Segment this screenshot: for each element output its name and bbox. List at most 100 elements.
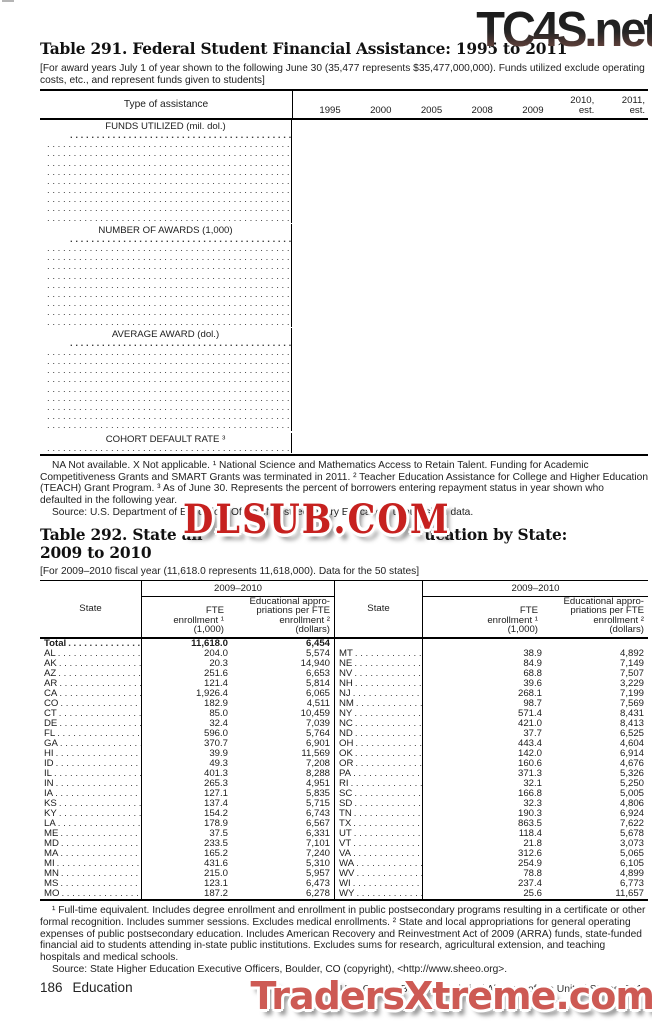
section-header-row: AVERAGE AWARD (dol.) (40, 327, 648, 340)
appropriations-value: 8,431 (619, 708, 644, 720)
dot-leader (352, 829, 422, 839)
table-row (40, 281, 648, 291)
table-row (40, 195, 648, 205)
appropriations-value: 6,901 (305, 738, 330, 750)
table-291-header: Type of assistance 1995 2000 2005 2008 2009 2… (40, 91, 648, 121)
appropriations-value: 5,574 (305, 648, 330, 660)
state-row: AK 20.3 14,940 (40, 659, 334, 670)
dot-leader (353, 739, 422, 749)
table-291: Type of assistance 1995 2000 2005 2008 2009 2… (40, 89, 648, 456)
state-abbr: OK (339, 749, 353, 760)
dot-leader (352, 659, 422, 669)
year-column-header: 2009 (522, 104, 544, 116)
state-abbr: AR (44, 679, 58, 690)
state-abbr: MO (44, 889, 60, 900)
dot-leader (66, 639, 141, 649)
dot-leader (57, 659, 141, 669)
state-abbr: MI (44, 859, 55, 870)
state-row: AR 121.4 5,814 (40, 678, 334, 690)
state-label-cell: MT (335, 649, 423, 660)
chapter-name: Education (72, 980, 133, 995)
state-label-cell: MA (40, 849, 142, 860)
state-row: WA 254.9 6,105 (335, 859, 648, 870)
state-label-cell: RI (335, 779, 423, 790)
state-abbr: CT (44, 709, 57, 720)
appropriations-value: 5,310 (305, 858, 330, 870)
state-row: CO 182.9 4,511 (40, 699, 334, 710)
table-291-source: Source: U.S. Department of Education, Of… (52, 506, 474, 518)
state-abbr: UT (339, 829, 352, 840)
dot-leader (57, 689, 141, 699)
state-abbr: ME (44, 829, 59, 840)
state-row: WY 25.6 11,657 (335, 889, 648, 900)
fte-value: 571.4 (517, 708, 542, 720)
state-abbr: OR (339, 759, 354, 770)
state-abbr: IA (44, 789, 54, 800)
total-label-cell: Total (40, 639, 142, 650)
appropriations-value: 7,199 (619, 688, 644, 700)
state-row: TN 190.3 6,924 (335, 809, 648, 820)
fte-value: 401.3 (203, 768, 228, 780)
fte-value: 37.5 (209, 828, 228, 840)
state-row: OK 142.0 6,914 (335, 749, 648, 760)
right-header-group: 2009–2010 FTE enrollment ¹ (1,000) Educa… (423, 581, 648, 637)
year-column-header: 2010, est. (570, 95, 595, 116)
dot-leader (59, 869, 141, 879)
section-header-row: COHORT DEFAULT RATE ³ (40, 432, 648, 445)
fte-value: 118.4 (518, 828, 542, 840)
appropriations-value: 10,459 (300, 708, 330, 720)
table-row (40, 186, 648, 196)
fte-value: 431.6 (203, 858, 228, 870)
state-abbr: MD (44, 839, 59, 850)
page-number: 186 (40, 980, 63, 995)
table-292-left-half: State 2009–2010 FTE enrollment ¹ (1,000)… (40, 581, 334, 900)
dot-leader (351, 689, 422, 699)
dot-leader (45, 140, 291, 149)
table-row (40, 394, 648, 404)
dot-leader (45, 412, 291, 421)
fte-value: 137.4 (203, 798, 228, 810)
state-abbr: CA (44, 689, 58, 700)
row-label-cell (40, 131, 292, 141)
appropriations-value: 6,278 (305, 888, 330, 900)
fte-value: 37.7 (523, 728, 542, 740)
total-appropriations: 6,454 (305, 638, 330, 650)
state-abbr: WA (339, 859, 355, 870)
total-fte: 11,618.0 (191, 638, 228, 650)
row-label-cell (40, 348, 292, 358)
row-label-cell (40, 412, 292, 422)
appropriations-value: 5,005 (619, 788, 644, 800)
section-header-spacer (292, 328, 648, 339)
state-abbr: AK (44, 659, 57, 670)
appropriations-value: 4,676 (619, 758, 644, 770)
appropriations-value: 5,814 (305, 678, 330, 690)
fte-value: 237.4 (517, 878, 542, 890)
section-header-spacer (292, 224, 648, 235)
column-header-fte: FTE enrollment ¹ (1,000) (173, 605, 224, 636)
state-abbr: KS (44, 799, 57, 810)
table-row (40, 244, 648, 254)
state-row: OR 160.6 4,676 (335, 758, 648, 770)
state-label-cell: KY (40, 809, 142, 820)
state-abbr: NY (339, 709, 353, 720)
row-label-cell (40, 213, 292, 224)
state-row: NM 98.7 7,569 (335, 698, 648, 710)
table-row (40, 384, 648, 395)
appropriations-value: 7,569 (619, 698, 644, 710)
state-row: NJ 268.1 7,199 (335, 688, 648, 700)
row-label-cell (40, 338, 292, 349)
dot-leader (68, 131, 291, 140)
dot-leader (45, 367, 291, 376)
dot-leader (45, 281, 291, 290)
state-label-cell: NY (335, 709, 423, 720)
table-row (40, 317, 648, 327)
appropriations-value: 5,250 (619, 778, 644, 790)
fte-value: 78.8 (523, 868, 542, 880)
section-header-row: NUMBER OF AWARDS (1,000) (40, 224, 648, 236)
dot-leader (45, 244, 291, 253)
state-row: HI 39.9 11,569 (40, 749, 334, 760)
right-state-rows: MT 38.9 4,892 NE 84.9 7,149 (335, 649, 648, 900)
fte-value: 49.3 (209, 758, 228, 770)
dot-leader (68, 235, 291, 244)
